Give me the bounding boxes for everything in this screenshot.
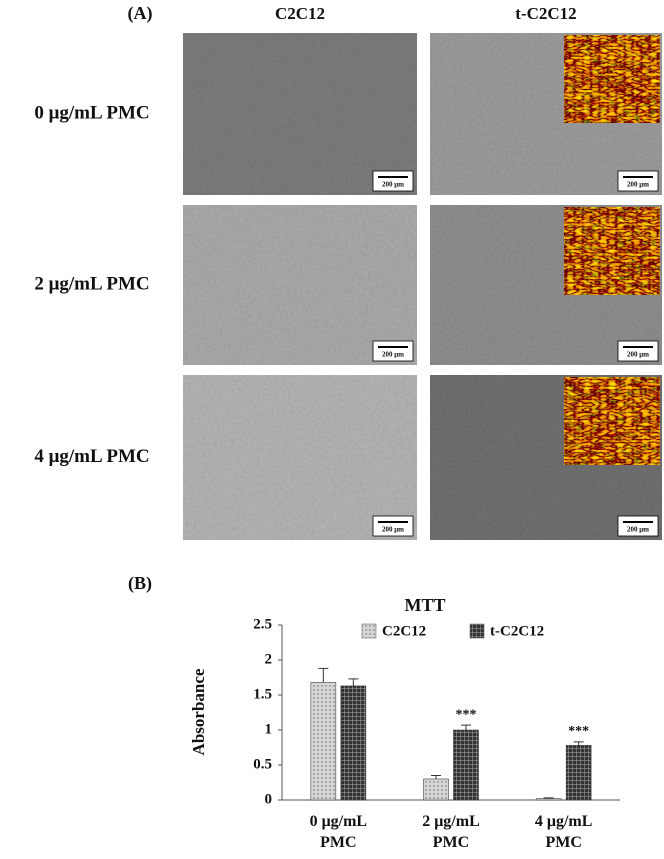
scale-bar-label: 200 μm	[627, 351, 649, 359]
legend-swatch	[361, 623, 377, 639]
micrograph	[183, 375, 417, 540]
chart-title: MTT	[404, 595, 445, 615]
panel-a-label: (A)	[128, 3, 153, 24]
y-tick-label: 2.5	[253, 616, 272, 632]
legend-label: t-C2C12	[490, 623, 544, 639]
scale-bar-label: 200 μm	[627, 526, 649, 534]
legend-swatch	[469, 623, 485, 639]
bar	[453, 729, 479, 801]
y-tick-label: 1	[265, 721, 273, 737]
fluorescence-inset	[564, 207, 660, 295]
column-header: C2C12	[275, 4, 325, 23]
row-label: 2 μg/mL PMC	[34, 273, 149, 294]
y-tick-label: 1.5	[253, 686, 272, 702]
y-tick-label: 2	[265, 651, 273, 667]
bar	[340, 685, 367, 801]
legend-label: C2C12	[382, 623, 426, 639]
fluorescence-inset	[564, 35, 660, 123]
scale-bar-label: 200 μm	[627, 181, 649, 189]
bar	[423, 778, 449, 801]
y-axis-label: Absorbance	[189, 668, 208, 755]
micrograph	[183, 33, 417, 195]
micrograph	[183, 205, 417, 365]
scale-bar-label: 200 μm	[382, 526, 404, 534]
x-tick-label: 4 μg/mL PMC	[534, 813, 593, 851]
bar	[535, 798, 562, 801]
scale-bar-label: 200 μm	[382, 351, 404, 359]
bar	[310, 682, 337, 801]
y-tick-label: 0.5	[253, 756, 272, 772]
row-label: 0 μg/mL PMC	[34, 102, 149, 123]
column-header: t-C2C12	[515, 4, 576, 23]
x-tick-label: 0 μg/mL PMC	[309, 813, 368, 851]
fluorescence-inset	[564, 377, 660, 465]
significance-label: ***	[568, 724, 589, 739]
y-tick-label: 0	[265, 791, 273, 807]
scale-bar-label: 200 μm	[382, 181, 404, 189]
row-label: 4 μg/mL PMC	[34, 446, 149, 467]
x-tick-label: 2 μg/mL PMC	[422, 813, 480, 851]
significance-label: ***	[456, 707, 477, 722]
panel-b-label: (B)	[128, 573, 152, 594]
bar	[565, 745, 592, 801]
